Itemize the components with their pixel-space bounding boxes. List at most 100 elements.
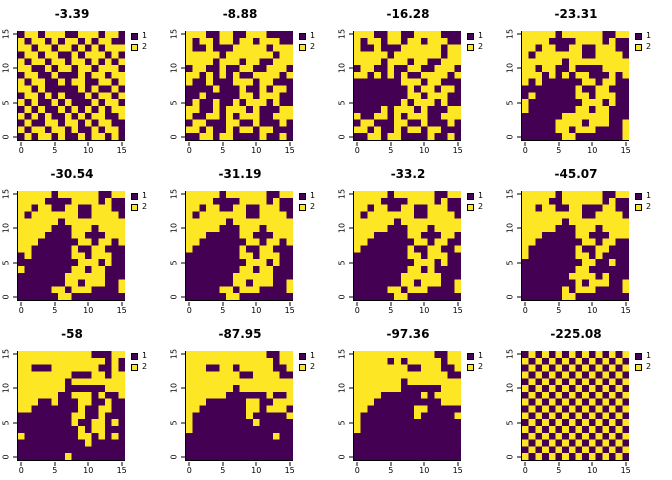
heatmap-cell <box>279 238 287 246</box>
heatmap-cell <box>38 412 45 420</box>
heatmap-cell <box>279 126 287 134</box>
heatmap-cell <box>91 391 99 399</box>
heatmap-cell <box>434 51 441 59</box>
heatmap-cell <box>360 378 368 386</box>
heatmap-cell <box>447 65 455 72</box>
heatmap-cell <box>440 85 448 93</box>
heatmap-cell <box>528 78 536 86</box>
heatmap-cell <box>360 218 368 226</box>
heatmap-cell <box>51 218 59 226</box>
heatmap-cell <box>420 37 428 45</box>
heatmap-cell <box>279 99 287 106</box>
heatmap-cell <box>387 65 395 72</box>
heatmap-cell <box>226 225 233 232</box>
heatmap-cell <box>219 245 227 253</box>
heatmap-cell <box>582 71 589 79</box>
heatmap-cell <box>18 211 25 219</box>
heatmap-cell <box>31 238 39 246</box>
heatmap-cell <box>588 105 596 113</box>
heatmap-cell <box>111 371 119 379</box>
heatmap-cell <box>186 245 193 253</box>
heatmap-cell <box>239 197 247 205</box>
heatmap-cell <box>259 238 267 246</box>
heatmap-cell <box>555 58 563 66</box>
heatmap-cell <box>400 211 408 219</box>
heatmap-cell <box>420 351 428 358</box>
heatmap-cell <box>602 419 609 426</box>
heatmap-cell <box>562 51 569 59</box>
heatmap-cell <box>259 231 267 239</box>
heatmap-cell <box>387 92 395 100</box>
heatmap-cell <box>259 71 267 79</box>
heatmap-cell <box>394 265 401 273</box>
heatmap-cell <box>71 92 79 100</box>
heatmap-cell <box>588 412 596 420</box>
heatmap-cell <box>192 99 200 106</box>
heatmap-cell <box>272 286 280 294</box>
heatmap-cell <box>279 37 287 45</box>
heatmap-cell <box>602 58 609 66</box>
heatmap-cell <box>374 197 381 205</box>
heatmap-cell <box>367 65 375 72</box>
heatmap-cell <box>44 71 52 79</box>
y-axis-tick <box>516 193 521 195</box>
heatmap-cell <box>582 432 589 440</box>
heatmap-cell <box>186 112 193 120</box>
heatmap-cell <box>71 218 79 226</box>
x-axis-tick <box>87 301 89 306</box>
heatmap-cell <box>427 85 435 93</box>
heatmap-cell <box>434 37 441 45</box>
heatmap-cell <box>78 432 85 440</box>
heatmap-cell <box>286 85 293 93</box>
heatmap-cell <box>58 105 65 113</box>
heatmap-cell <box>199 385 207 392</box>
heatmap-cell <box>387 71 395 79</box>
heatmap-cell <box>522 126 529 134</box>
heatmap-cell <box>354 357 361 365</box>
heatmap-cell <box>239 412 247 420</box>
heatmap-cell <box>354 37 361 45</box>
heatmap-cell <box>18 126 25 134</box>
heatmap-cell <box>279 439 287 447</box>
legend-swatch-1 <box>299 192 306 200</box>
heatmap-cell <box>367 37 375 45</box>
heatmap-cell <box>192 398 200 406</box>
heatmap-cell <box>31 204 39 212</box>
heatmap-cell <box>360 432 368 440</box>
heatmap-cell <box>354 44 361 52</box>
heatmap-cell <box>440 265 448 273</box>
heatmap-cell <box>199 58 207 66</box>
heatmap-cell <box>394 364 401 372</box>
heatmap-cell <box>622 37 629 45</box>
heatmap-cell <box>226 191 233 198</box>
heatmap-cell <box>387 126 395 134</box>
heatmap-cell <box>246 412 253 420</box>
heatmap-cell <box>434 238 441 246</box>
heatmap-cell <box>212 357 220 365</box>
heatmap-cell <box>44 412 52 420</box>
heatmap-cell <box>192 391 200 399</box>
heatmap-cell <box>522 293 529 300</box>
heatmap-cell <box>78 126 85 134</box>
heatmap-cell <box>84 85 92 93</box>
heatmap-cell <box>98 279 105 287</box>
heatmap-cell <box>407 252 415 260</box>
heatmap-cell <box>394 412 401 420</box>
heatmap-cell <box>434 44 441 52</box>
heatmap-cell <box>192 44 200 52</box>
heatmap-cell <box>78 218 85 226</box>
legend-label: 2 <box>142 362 148 371</box>
heatmap-cell <box>608 245 616 253</box>
heatmap-cell <box>354 85 361 93</box>
heatmap-cell <box>608 259 616 266</box>
heatmap-cell <box>272 191 280 198</box>
heatmap-cell <box>542 58 549 66</box>
heatmap-cell <box>266 279 273 287</box>
y-tick-label: 10 <box>505 223 515 234</box>
heatmap-cell <box>64 71 72 79</box>
heatmap-cell <box>615 364 623 372</box>
heatmap-cell <box>64 238 72 246</box>
heatmap-cell <box>98 211 105 219</box>
heatmap-cell <box>555 126 563 134</box>
